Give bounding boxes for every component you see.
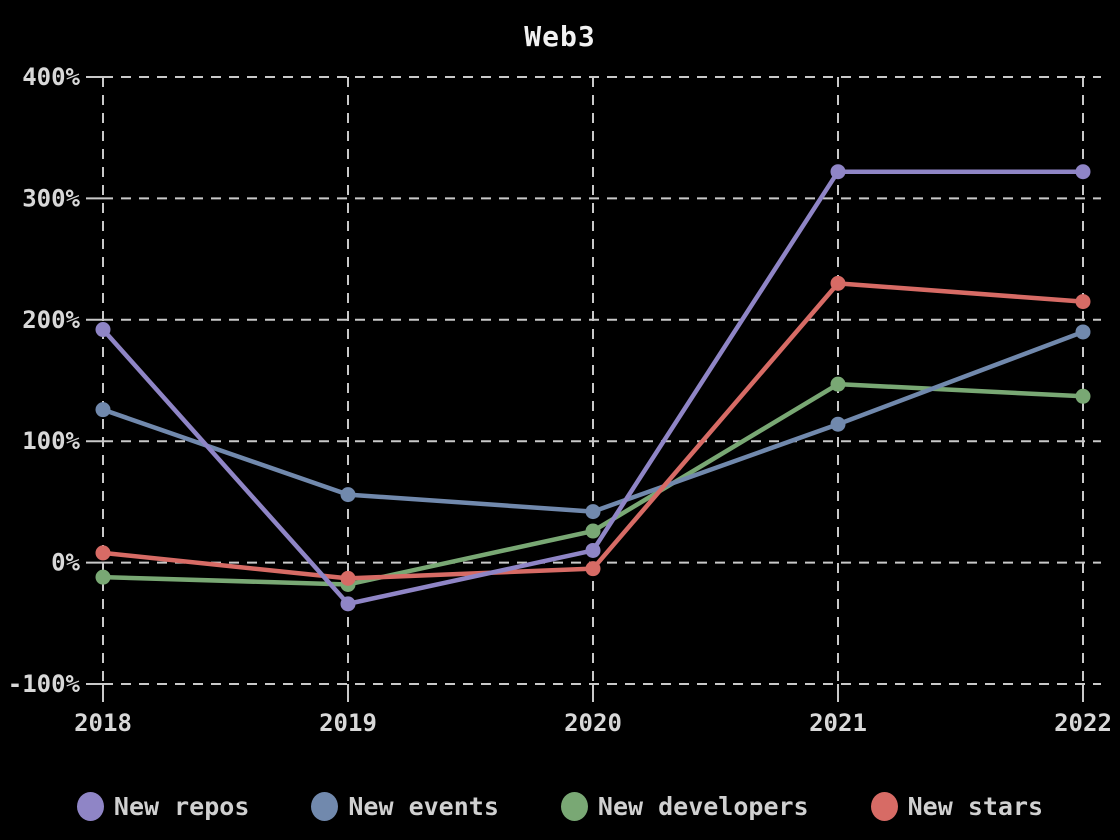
series-point-new-developers bbox=[1075, 388, 1091, 404]
series-point-new-developers bbox=[585, 523, 601, 539]
legend-label-new-repos: New repos bbox=[113, 791, 250, 821]
x-tick-label: 2018 bbox=[74, 709, 132, 737]
x-tick-label: 2021 bbox=[809, 709, 867, 737]
legend-marker-new-repos bbox=[76, 791, 104, 821]
legend-label-new-stars: New stars bbox=[907, 791, 1044, 821]
y-tick-label: 300% bbox=[22, 184, 80, 212]
legend-item-new-repos: New repos bbox=[76, 791, 250, 821]
y-tick-label: 200% bbox=[22, 306, 80, 334]
legend-item-new-stars: New stars bbox=[870, 791, 1044, 821]
series-point-new-events bbox=[340, 487, 356, 503]
legend-item-new-events: New events bbox=[311, 791, 499, 821]
series-point-new-stars bbox=[1075, 294, 1091, 310]
series-point-new-developers bbox=[95, 569, 111, 585]
series-point-new-stars bbox=[585, 561, 601, 577]
series-point-new-repos bbox=[585, 542, 601, 558]
x-tick-label: 2019 bbox=[319, 709, 377, 737]
series-point-new-repos bbox=[340, 596, 356, 612]
series-point-new-repos bbox=[95, 322, 111, 338]
series-point-new-developers bbox=[830, 376, 846, 392]
series-point-new-stars bbox=[95, 545, 111, 561]
chart-title: Web3 bbox=[524, 20, 596, 53]
x-tick-label: 2020 bbox=[564, 709, 622, 737]
legend-marker-new-developers bbox=[560, 791, 588, 821]
series-point-new-events bbox=[1075, 324, 1091, 340]
legend-marker-new-stars bbox=[870, 791, 898, 821]
y-tick-label: -100% bbox=[8, 670, 81, 698]
y-tick-label: 100% bbox=[22, 427, 80, 455]
series-point-new-events bbox=[830, 416, 846, 432]
series-point-new-repos bbox=[1075, 164, 1091, 180]
y-tick-label: 400% bbox=[22, 63, 80, 91]
legend-label-new-developers: New developers bbox=[597, 791, 809, 821]
series-point-new-repos bbox=[830, 164, 846, 180]
legend-label-new-events: New events bbox=[348, 791, 499, 821]
series-point-new-events bbox=[585, 504, 601, 520]
series-point-new-events bbox=[95, 402, 111, 418]
x-tick-label: 2022 bbox=[1054, 709, 1112, 737]
legend-item-new-developers: New developers bbox=[560, 791, 809, 821]
legend: New repos New events New developers New sta… bbox=[0, 779, 1120, 833]
y-tick-label: 0% bbox=[51, 549, 80, 577]
series-point-new-stars bbox=[340, 570, 356, 586]
series-point-new-stars bbox=[830, 275, 846, 291]
legend-marker-new-events bbox=[311, 791, 339, 821]
